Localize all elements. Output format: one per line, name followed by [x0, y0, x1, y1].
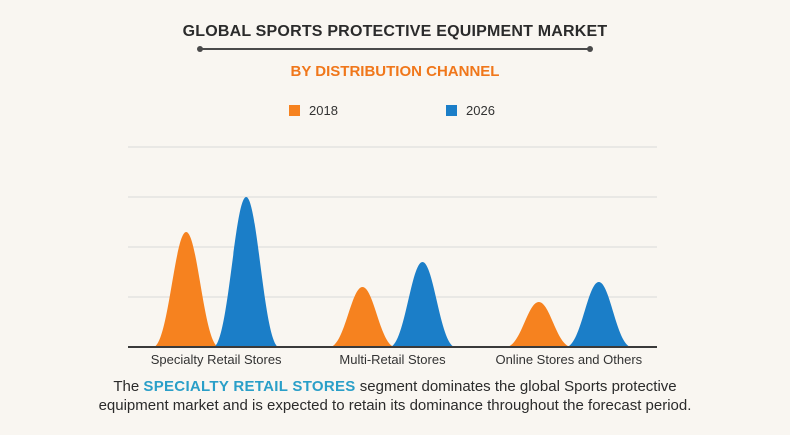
caption-highlight: SPECIALTY RETAIL STORES — [143, 378, 356, 395]
peak-2018-multi-retail-stores — [330, 287, 395, 347]
underline-right-dot — [587, 46, 593, 52]
title-underline — [197, 46, 593, 52]
legend-swatch-2026 — [446, 105, 457, 116]
legend-label-2018: 2018 — [309, 103, 338, 118]
peak-2018-online-stores-and-others — [506, 302, 571, 347]
peak-2018-specialty-retail-stores — [154, 232, 219, 347]
peak-2026-multi-retail-stores — [390, 262, 455, 347]
peak-2026-online-stores-and-others — [566, 282, 631, 347]
peak-2026-specialty-retail-stores — [214, 197, 279, 347]
x-tick-label: Online Stores and Others — [495, 352, 642, 367]
legend-item-2026: 2026 — [446, 103, 495, 118]
underline-left-dot — [197, 46, 203, 52]
legend-swatch-2018 — [289, 105, 300, 116]
caption-line1-rest: segment dominates the global Sports prot… — [355, 378, 677, 395]
chart-subtitle: BY DISTRIBUTION CHANNEL — [290, 63, 500, 80]
x-tick-label: Specialty Retail Stores — [151, 352, 282, 367]
x-tick-label: Multi-Retail Stores — [339, 352, 446, 367]
caption-prefix: The — [113, 378, 144, 395]
legend-item-2018: 2018 — [289, 103, 338, 118]
chart-title: GLOBAL SPORTS PROTECTIVE EQUIPMENT MARKE… — [182, 23, 608, 40]
legend-label-2026: 2026 — [466, 103, 495, 118]
caption-line2: equipment market and is expected to reta… — [98, 397, 692, 414]
chart-caption: The SPECIALTY RETAIL STORES segment domi… — [0, 377, 790, 415]
